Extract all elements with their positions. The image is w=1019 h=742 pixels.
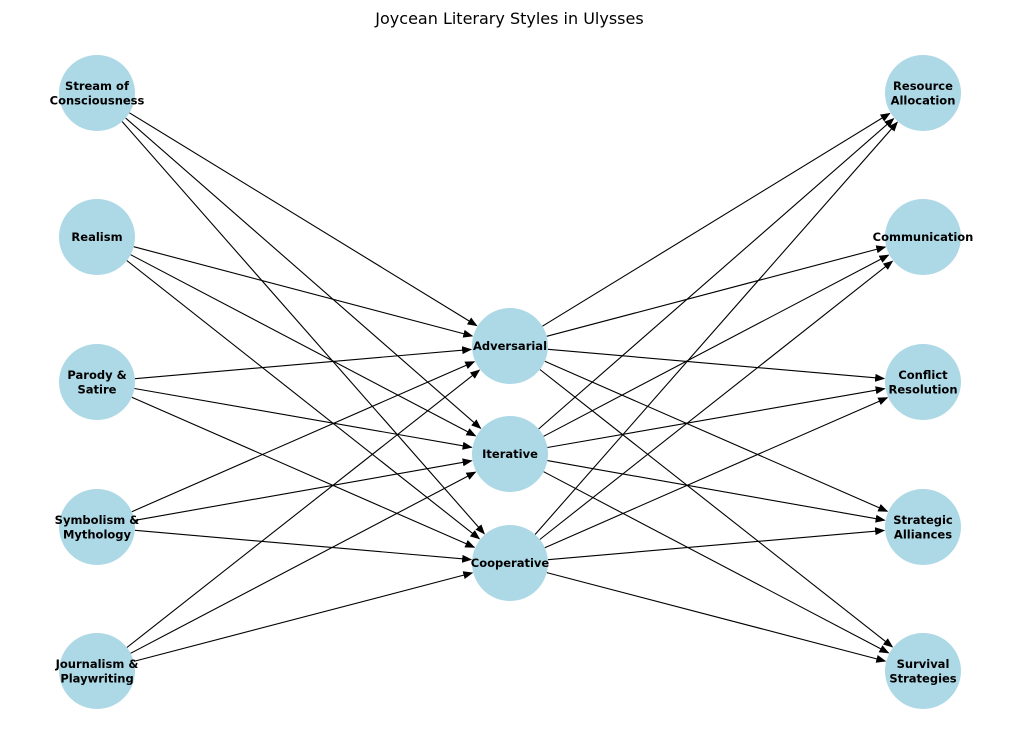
node-label-line: Alliances xyxy=(894,527,952,541)
node-label-cooperative: Cooperative xyxy=(471,556,550,570)
edge-stream-to-iterative xyxy=(125,117,482,429)
node-label-line: Conflict xyxy=(898,368,948,382)
edge-symbolism-to-cooperative xyxy=(134,529,473,563)
node-label-symbolism: Symbolism & Mythology xyxy=(55,513,140,542)
edge-adversarial-to-communication xyxy=(546,245,887,337)
node-circle-realism xyxy=(59,199,135,275)
node-iterative: Iterative xyxy=(472,416,548,492)
node-label-line: Survival xyxy=(897,657,950,671)
node-label-alliances: Strategic Alliances xyxy=(893,513,953,542)
node-circle-resource xyxy=(885,55,961,131)
edge-adversarial-to-conflict xyxy=(547,348,886,382)
node-label-line: Strategies xyxy=(889,671,956,685)
node-label-parody: Parody & Satire xyxy=(67,368,126,397)
node-stream: Stream of Consciousness xyxy=(50,55,145,131)
edge-symbolism-to-adversarial xyxy=(131,361,476,513)
node-circle-communication xyxy=(885,199,961,275)
node-journalism: Journalism & Playwriting xyxy=(55,633,139,709)
edge-iterative-to-resource xyxy=(538,118,895,430)
node-label-line: Cooperative xyxy=(471,556,550,570)
edge-adversarial-to-alliances xyxy=(544,360,889,512)
edge-journalism-to-iterative xyxy=(130,471,477,654)
edge-parody-to-cooperative xyxy=(131,396,476,548)
node-circle-adversarial xyxy=(472,308,548,384)
edge-iterative-to-communication xyxy=(543,254,890,437)
node-symbolism: Symbolism & Mythology xyxy=(55,489,140,565)
node-label-realism: Realism xyxy=(71,230,122,244)
node-label-line: Resolution xyxy=(888,382,957,396)
node-circle-symbolism xyxy=(59,489,135,565)
edge-cooperative-to-survival xyxy=(546,572,887,663)
edge-realism-to-iterative xyxy=(130,254,477,437)
node-label-line: Resource xyxy=(893,79,953,93)
edge-adversarial-to-resource xyxy=(542,112,891,327)
node-label-line: Consciousness xyxy=(50,93,145,107)
edge-symbolism-to-iterative xyxy=(134,458,473,521)
node-label-line: Mythology xyxy=(63,527,132,541)
node-parody: Parody & Satire xyxy=(59,344,135,420)
edge-iterative-to-alliances xyxy=(547,460,886,523)
node-realism: Realism xyxy=(59,199,135,275)
node-resource: Resource Allocation xyxy=(885,55,961,131)
node-label-line: Realism xyxy=(71,230,122,244)
node-survival: Survival Strategies xyxy=(885,633,961,709)
node-label-survival: Survival Strategies xyxy=(889,657,956,686)
node-cooperative: Cooperative xyxy=(471,525,550,601)
edge-cooperative-to-conflict xyxy=(544,397,889,549)
node-label-conflict: Conflict Resolution xyxy=(888,368,957,397)
edge-realism-to-adversarial xyxy=(133,246,474,338)
edge-iterative-to-conflict xyxy=(547,386,886,449)
node-label-line: Stream of xyxy=(65,79,130,93)
node-adversarial: Adversarial xyxy=(472,308,548,384)
node-label-line: Journalism & xyxy=(55,657,139,671)
edge-stream-to-adversarial xyxy=(129,112,478,327)
edges-layer xyxy=(121,112,898,663)
edge-cooperative-to-communication xyxy=(539,260,894,540)
edge-iterative-to-survival xyxy=(543,471,890,654)
node-label-communication: Communication xyxy=(873,230,974,244)
node-label-line: Symbolism & xyxy=(55,513,140,527)
node-circle-stream xyxy=(59,55,135,131)
edge-journalism-to-adversarial xyxy=(126,369,481,648)
node-conflict: Conflict Resolution xyxy=(885,344,961,420)
edge-parody-to-adversarial xyxy=(134,346,473,380)
node-label-iterative: Iterative xyxy=(482,447,538,461)
edge-cooperative-to-alliances xyxy=(547,527,886,561)
node-circle-parody xyxy=(59,344,135,420)
edge-stream-to-cooperative xyxy=(121,121,485,535)
node-label-line: Communication xyxy=(873,230,974,244)
node-label-line: Iterative xyxy=(482,447,538,461)
node-label-line: Allocation xyxy=(891,93,956,107)
node-circle-journalism xyxy=(59,633,135,709)
edge-adversarial-to-survival xyxy=(539,369,894,648)
node-label-line: Satire xyxy=(78,382,117,396)
node-label-line: Playwriting xyxy=(60,671,133,685)
node-circle-conflict xyxy=(885,344,961,420)
edge-realism-to-cooperative xyxy=(126,260,481,540)
node-label-adversarial: Adversarial xyxy=(473,339,547,353)
nodes-layer: Stream of Consciousness Realism Parody & Sat… xyxy=(50,55,974,709)
edge-parody-to-iterative xyxy=(134,387,473,450)
node-label-line: Adversarial xyxy=(473,339,547,353)
node-communication: Communication xyxy=(873,199,974,275)
node-circle-alliances xyxy=(885,489,961,565)
node-label-line: Strategic xyxy=(893,513,953,527)
edge-journalism-to-cooperative xyxy=(133,571,474,662)
edge-cooperative-to-resource xyxy=(534,121,898,535)
node-circle-survival xyxy=(885,633,961,709)
node-circle-cooperative xyxy=(472,525,548,601)
node-label-stream: Stream of Consciousness xyxy=(50,79,145,108)
node-label-line: Parody & xyxy=(67,368,126,382)
node-label-journalism: Journalism & Playwriting xyxy=(55,657,139,686)
diagram-title: Joycean Literary Styles in Ulysses xyxy=(374,9,643,28)
node-alliances: Strategic Alliances xyxy=(885,489,961,565)
node-label-resource: Resource Allocation xyxy=(891,79,956,108)
node-circle-iterative xyxy=(472,416,548,492)
